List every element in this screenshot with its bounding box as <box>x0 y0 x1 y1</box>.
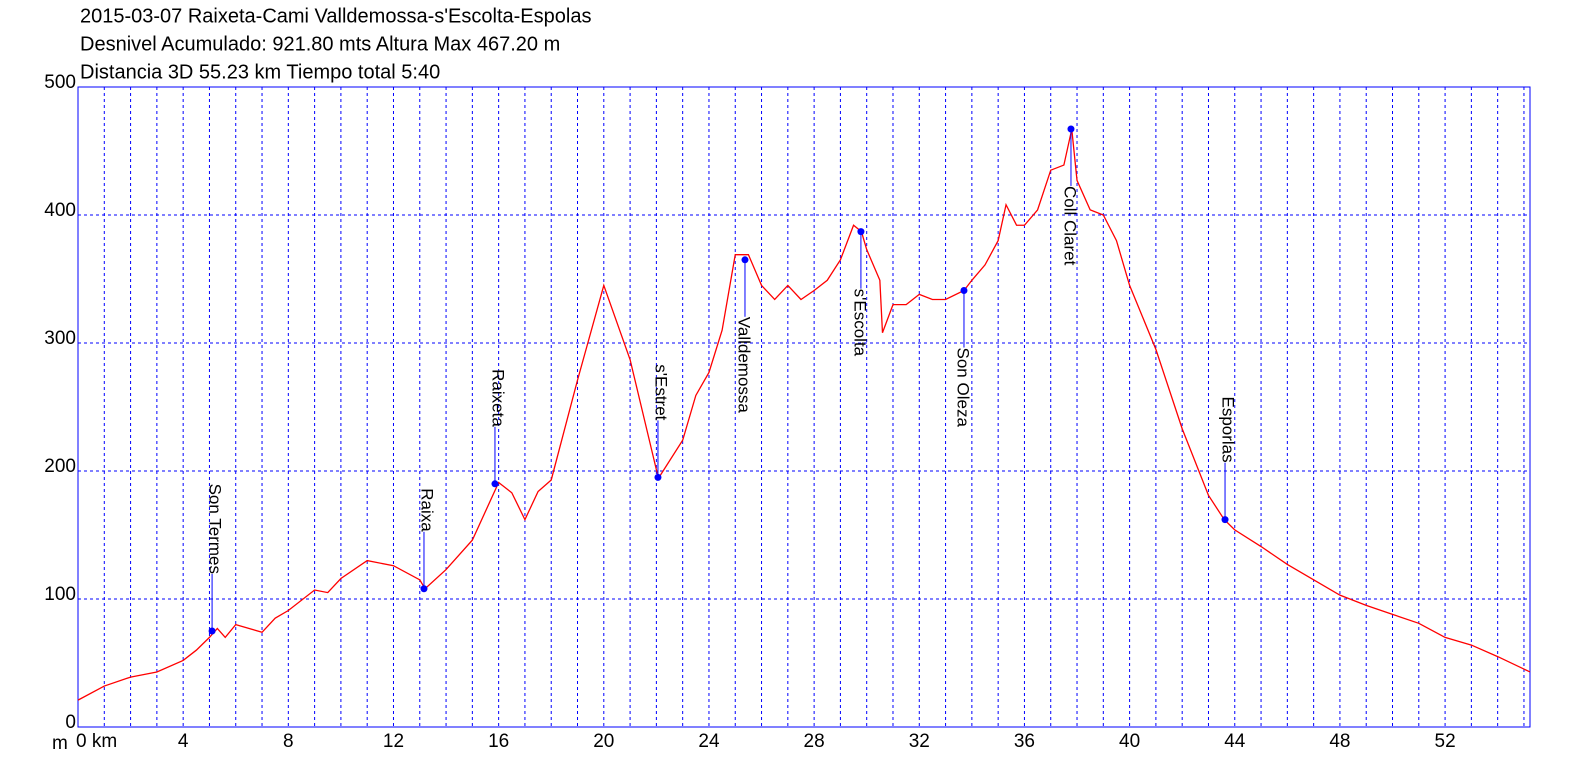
y-tick-label: 300 <box>44 328 76 349</box>
x-tick-label: 40 <box>1119 731 1140 752</box>
waypoint-label: Raixeta <box>488 369 507 427</box>
x-tick-label: 32 <box>909 731 930 752</box>
y-tick-label: 400 <box>44 200 76 221</box>
x-tick-label: 36 <box>1014 731 1035 752</box>
x-tick-label: 8 <box>283 731 294 752</box>
waypoint-label: Son Oleza <box>953 348 972 428</box>
waypoint-label: Esporlas <box>1219 396 1238 462</box>
y-tick-label: 0 <box>65 712 76 733</box>
waypoint-label: Coll Claret <box>1060 186 1079 266</box>
y-axis-label: m <box>52 733 68 754</box>
waypoint-marker <box>960 287 968 295</box>
y-tick-label: 200 <box>44 456 76 477</box>
x-tick-label: 28 <box>804 731 825 752</box>
waypoint-marker <box>741 256 749 264</box>
waypoint-marker <box>491 480 499 488</box>
x-tick-label: 52 <box>1435 731 1456 752</box>
waypoint-label: s'Escolta <box>850 289 869 357</box>
waypoint-label: Raixa <box>417 488 436 532</box>
waypoint-label: s'Estret <box>651 364 670 420</box>
x-tick-label: 0 km <box>76 731 117 752</box>
waypoint-marker <box>1221 516 1229 524</box>
x-tick-label: 4 <box>178 731 189 752</box>
x-tick-label: 48 <box>1329 731 1350 752</box>
waypoint-label: Valldemossa <box>734 317 753 414</box>
waypoint-marker <box>857 228 865 236</box>
waypoint-marker <box>208 627 216 635</box>
title-line: 2015-03-07 Raixeta-Cami Valldemossa-s'Es… <box>80 5 591 27</box>
elevation-line <box>77 129 1531 701</box>
x-tick-label: 16 <box>488 731 509 752</box>
x-tick-label: 20 <box>593 731 614 752</box>
plot-frame <box>77 86 1531 728</box>
waypoint-marker <box>1067 125 1075 133</box>
x-tick-label: 24 <box>698 731 720 752</box>
y-tick-label: 500 <box>44 72 76 93</box>
x-tick-label: 44 <box>1224 731 1246 752</box>
x-tick-label: 12 <box>383 731 404 752</box>
title-line: Desnivel Acumulado: 921.80 mts Altura Ma… <box>80 33 560 55</box>
waypoint-label: Son Termes <box>206 484 225 574</box>
title-line: Distancia 3D 55.23 km Tiempo total 5:40 <box>80 61 440 83</box>
y-tick-label: 100 <box>44 584 76 605</box>
waypoint-marker <box>420 585 428 593</box>
waypoint-marker <box>654 473 662 481</box>
